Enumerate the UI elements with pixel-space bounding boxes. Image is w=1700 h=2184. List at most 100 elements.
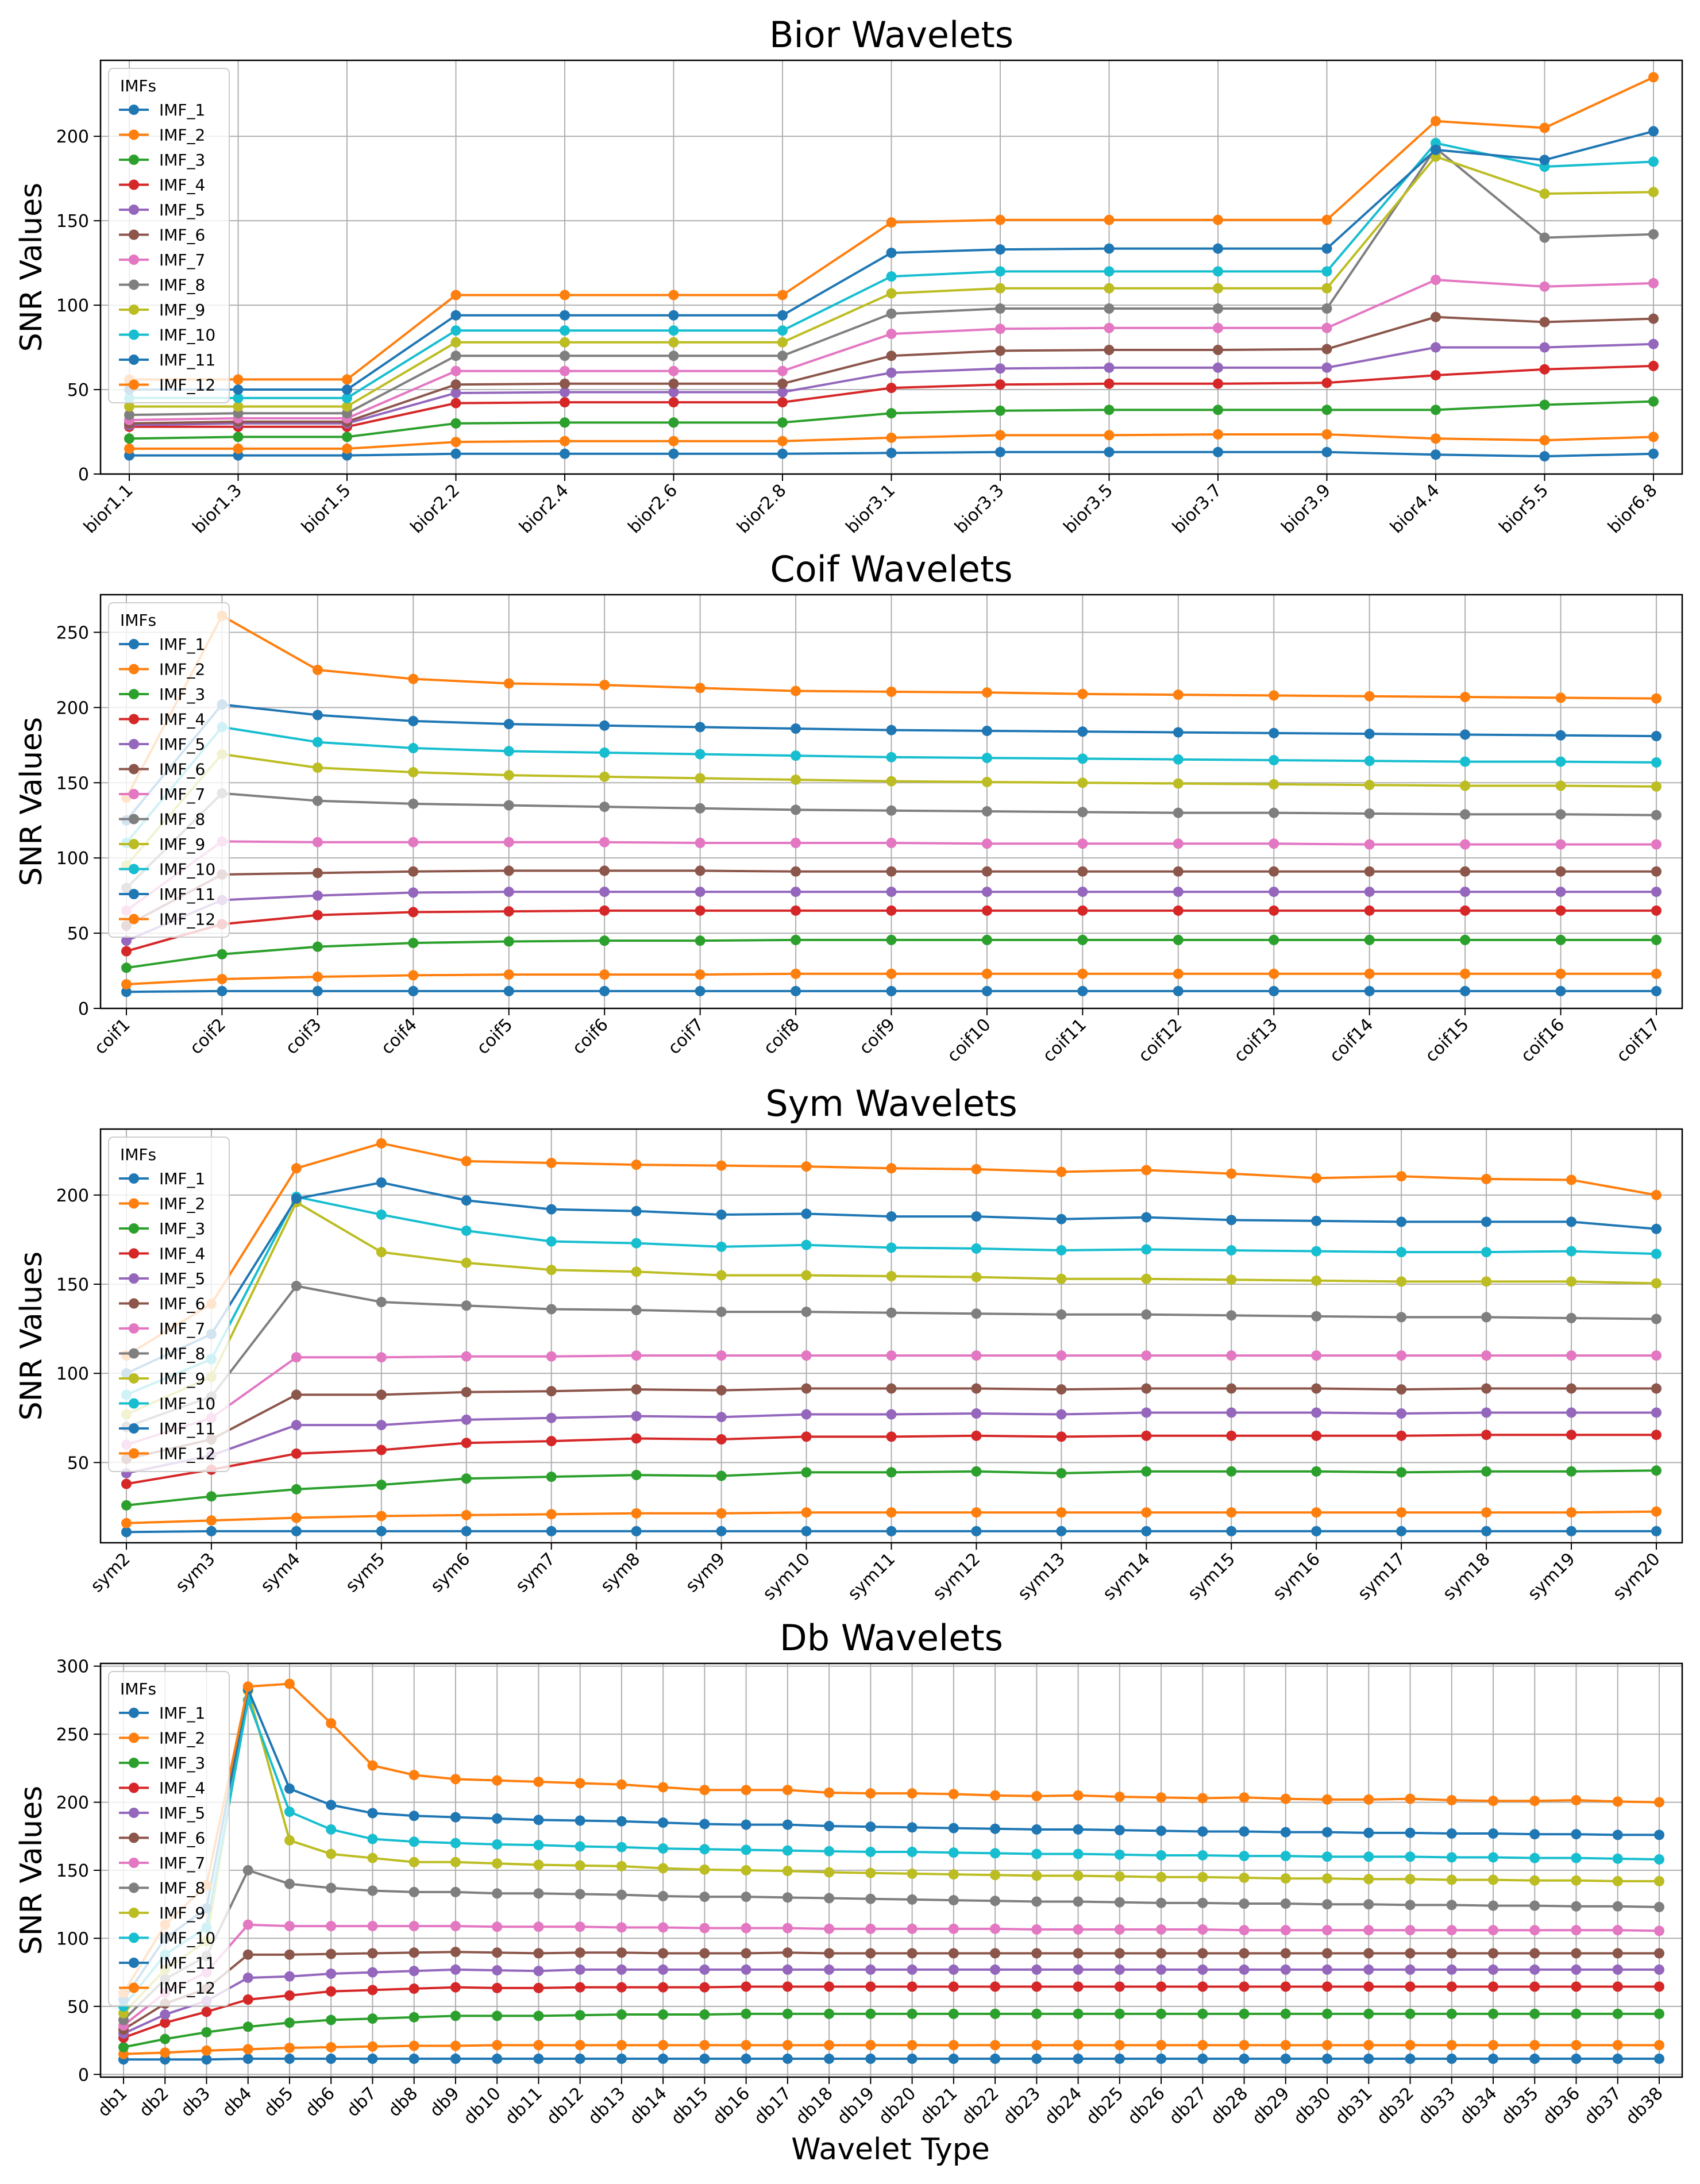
- data-point: [121, 1478, 132, 1489]
- data-point: [1612, 2054, 1623, 2064]
- data-point: [668, 337, 679, 348]
- data-point: [1539, 342, 1550, 353]
- data-point: [1566, 1246, 1577, 1257]
- data-point: [1031, 1870, 1042, 1881]
- data-point: [1104, 243, 1115, 254]
- data-point: [1173, 807, 1184, 818]
- data-point: [824, 1981, 835, 1992]
- data-point: [1651, 1465, 1662, 1476]
- data-point: [777, 378, 788, 389]
- y-tick-label: 0: [78, 999, 89, 1019]
- data-point: [616, 1889, 627, 1900]
- data-point: [492, 2010, 503, 2021]
- data-point: [599, 837, 610, 848]
- data-point: [716, 1470, 727, 1481]
- data-point: [741, 2040, 751, 2051]
- data-point: [801, 1161, 812, 1172]
- data-point: [948, 1964, 959, 1975]
- data-point: [716, 1209, 727, 1220]
- data-point: [1651, 968, 1662, 979]
- data-point: [631, 1508, 642, 1519]
- series-line-imf-9: [122, 1689, 1659, 2014]
- data-point: [990, 1923, 1001, 1934]
- legend-label: IMF_7: [159, 785, 205, 804]
- data-point: [1446, 1948, 1457, 1959]
- data-point: [599, 680, 610, 691]
- y-tick-label: 150: [56, 211, 89, 232]
- data-point: [1431, 275, 1441, 286]
- data-point: [461, 1473, 472, 1484]
- data-point: [1114, 2040, 1125, 2051]
- data-point: [533, 1982, 544, 1993]
- axes-frame: [99, 1662, 1683, 2078]
- data-point: [971, 1430, 982, 1441]
- data-point: [1104, 405, 1115, 415]
- legend-marker: [129, 1198, 139, 1209]
- data-point: [376, 1352, 387, 1363]
- data-point: [326, 1848, 337, 1859]
- data-point: [865, 1867, 876, 1878]
- data-point: [616, 1779, 627, 1790]
- legend-label: IMF_4: [159, 176, 205, 195]
- data-point: [1321, 344, 1332, 355]
- data-point: [242, 1973, 253, 1983]
- data-point: [695, 865, 706, 876]
- data-point: [1396, 1312, 1407, 1323]
- axes-frame: [99, 594, 1683, 1010]
- data-point: [1651, 985, 1662, 996]
- data-point: [981, 934, 992, 945]
- data-point: [1488, 1874, 1499, 1885]
- legend-label: IMF_1: [159, 635, 205, 654]
- data-point: [1651, 1314, 1662, 1324]
- data-point: [121, 946, 132, 957]
- data-point: [782, 1845, 793, 1856]
- data-point: [408, 2012, 419, 2023]
- data-point: [886, 1526, 897, 1536]
- data-point: [1280, 1851, 1291, 1862]
- data-point: [886, 448, 897, 459]
- data-point: [981, 887, 992, 898]
- data-point: [1396, 1408, 1407, 1419]
- data-point: [886, 725, 897, 735]
- data-point: [1460, 905, 1471, 916]
- data-point: [1648, 278, 1659, 288]
- data-point: [1239, 1826, 1250, 1837]
- y-tick-label: 0: [78, 2065, 89, 2085]
- data-point: [865, 1948, 876, 1959]
- data-point: [376, 1445, 387, 1455]
- data-point: [1651, 866, 1662, 877]
- data-point: [716, 1160, 727, 1171]
- data-point: [1651, 1506, 1662, 1517]
- data-point: [1555, 839, 1566, 850]
- legend-marker: [129, 1808, 139, 1818]
- data-point: [1396, 1216, 1407, 1227]
- data-point: [408, 1770, 419, 1781]
- legend-label: IMF_12: [159, 910, 215, 929]
- data-point: [599, 865, 610, 876]
- data-point: [1226, 1430, 1237, 1441]
- data-point: [1405, 1948, 1416, 1959]
- data-point: [1114, 1871, 1125, 1882]
- data-point: [1077, 968, 1088, 979]
- data-point: [782, 1866, 793, 1877]
- y-tick-label: 150: [56, 1275, 89, 1295]
- data-point: [1239, 2008, 1250, 2019]
- data-point: [1405, 1964, 1416, 1975]
- legend-label: IMF_2: [159, 1195, 205, 1214]
- data-point: [1529, 2054, 1540, 2064]
- data-point: [1364, 756, 1375, 766]
- data-point: [971, 1350, 982, 1361]
- data-point: [1446, 1795, 1457, 1806]
- data-point: [560, 350, 570, 361]
- data-point: [160, 2033, 171, 2044]
- legend-marker: [129, 1908, 139, 1918]
- data-point: [777, 337, 788, 348]
- data-point: [546, 1236, 557, 1247]
- data-point: [886, 838, 897, 848]
- data-point: [533, 1777, 544, 1788]
- data-point: [791, 685, 801, 696]
- data-point: [408, 743, 419, 754]
- data-point: [1396, 1467, 1407, 1478]
- data-point: [1311, 1350, 1322, 1361]
- legend-marker: [129, 279, 139, 290]
